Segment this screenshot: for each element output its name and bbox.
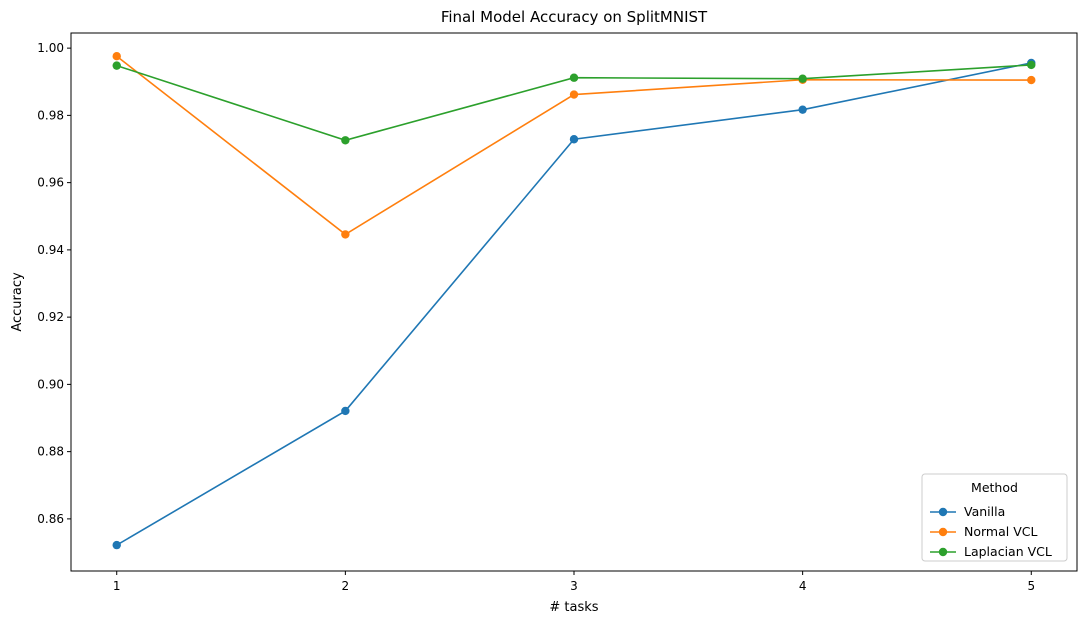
series-laplacian-vcl — [112, 60, 1036, 145]
data-point-laplacian-vcl — [798, 74, 807, 83]
data-point-normal-vcl — [112, 52, 121, 61]
series-vanilla — [112, 58, 1036, 550]
x-tick-label: 4 — [799, 579, 807, 593]
series-group — [112, 52, 1036, 550]
y-tick-label: 0.86 — [37, 512, 64, 526]
y-tick-label: 0.98 — [37, 108, 64, 122]
legend-entry-vanilla: Vanilla — [930, 504, 1005, 519]
data-point-normal-vcl — [341, 230, 350, 239]
y-tick-label: 0.88 — [37, 445, 64, 459]
data-point-normal-vcl — [569, 90, 579, 99]
y-tick-label: 1.00 — [37, 41, 64, 55]
y-axis-label: Accuracy — [10, 272, 25, 332]
legend-label: Laplacian VCL — [964, 544, 1052, 559]
y-tick-label: 0.96 — [37, 176, 64, 190]
data-point-laplacian-vcl — [112, 61, 121, 70]
data-point-laplacian-vcl — [569, 73, 579, 82]
legend-entry-normal-vcl: Normal VCL — [930, 524, 1037, 539]
data-point-vanilla — [569, 135, 579, 144]
legend-title: Method — [971, 480, 1018, 495]
legend-label: Vanilla — [964, 504, 1005, 519]
legend-entry-laplacian-vcl: Laplacian VCL — [930, 544, 1052, 559]
legend-swatch-marker — [938, 507, 948, 517]
legend-swatch-marker — [938, 527, 948, 537]
x-tick-label: 1 — [113, 579, 121, 593]
legend: Method Vanilla Normal VCL Laplacian VCL — [921, 473, 1068, 562]
data-point-laplacian-vcl — [1027, 60, 1036, 70]
x-tick-label: 3 — [570, 579, 578, 593]
x-axis-label: # tasks — [549, 600, 598, 615]
x-tick-label: 5 — [1027, 579, 1035, 593]
x-tick-label: 2 — [342, 579, 350, 593]
axes: 1 2 3 4 5 0.86 0.88 0.90 0.92 0.94 0.96 0.98 1.00 — [37, 32, 1078, 593]
y-tick-label: 0.94 — [37, 243, 64, 257]
legend-label: Normal VCL — [964, 524, 1037, 539]
legend-swatch-marker — [938, 547, 948, 557]
data-point-vanilla — [112, 540, 121, 550]
legend-box — [921, 473, 1068, 562]
data-point-laplacian-vcl — [341, 136, 350, 145]
y-tick-label: 0.90 — [37, 377, 64, 391]
data-point-vanilla — [798, 105, 807, 114]
data-point-normal-vcl — [1027, 75, 1036, 85]
chart-title: Final Model Accuracy on SplitMNIST — [441, 8, 708, 26]
data-point-vanilla — [341, 406, 350, 416]
y-tick-label: 0.92 — [37, 310, 64, 324]
series-line-normal-vcl — [116, 55, 1032, 236]
